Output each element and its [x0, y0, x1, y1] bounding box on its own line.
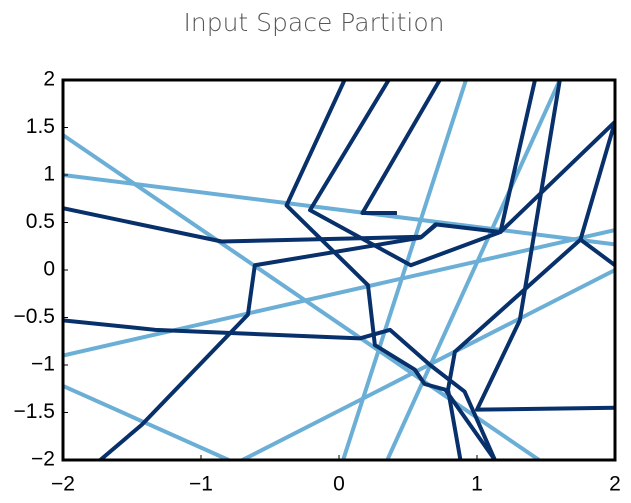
partition-line: [308, 80, 537, 268]
partition-line: [63, 173, 615, 247]
chart-title: Input Space Partition: [184, 8, 445, 37]
partition-line: [475, 80, 615, 412]
y-tick-label: −0.5: [14, 305, 55, 328]
partition-line: [98, 223, 437, 460]
y-tick-label: −2: [31, 448, 55, 471]
y-tick-label: 1.5: [26, 115, 55, 138]
y-tick-label: 0: [43, 258, 55, 281]
partition-line: [63, 318, 497, 460]
partition-line: [446, 121, 615, 460]
y-tick-label: 2: [43, 68, 55, 91]
plot-lines: [63, 80, 615, 460]
partition-line: [385, 80, 562, 460]
partition-line: [63, 133, 541, 460]
y-tick-label: 0.5: [26, 210, 55, 233]
partition-line: [579, 237, 615, 267]
partition-line: [284, 80, 497, 460]
x-tick-label: −1: [189, 473, 213, 496]
partition-line: [63, 228, 615, 358]
partition-line: [360, 80, 442, 215]
y-tick-label: 1: [43, 163, 55, 186]
x-tick-label: 0: [333, 473, 345, 496]
x-tick-label: 1: [471, 473, 483, 496]
partition-line: [341, 80, 468, 460]
y-tick-label: −1.5: [14, 400, 55, 423]
y-tick-label: −1: [31, 353, 55, 376]
x-tick-label: −2: [51, 473, 75, 496]
x-tick-label: 2: [609, 473, 621, 496]
